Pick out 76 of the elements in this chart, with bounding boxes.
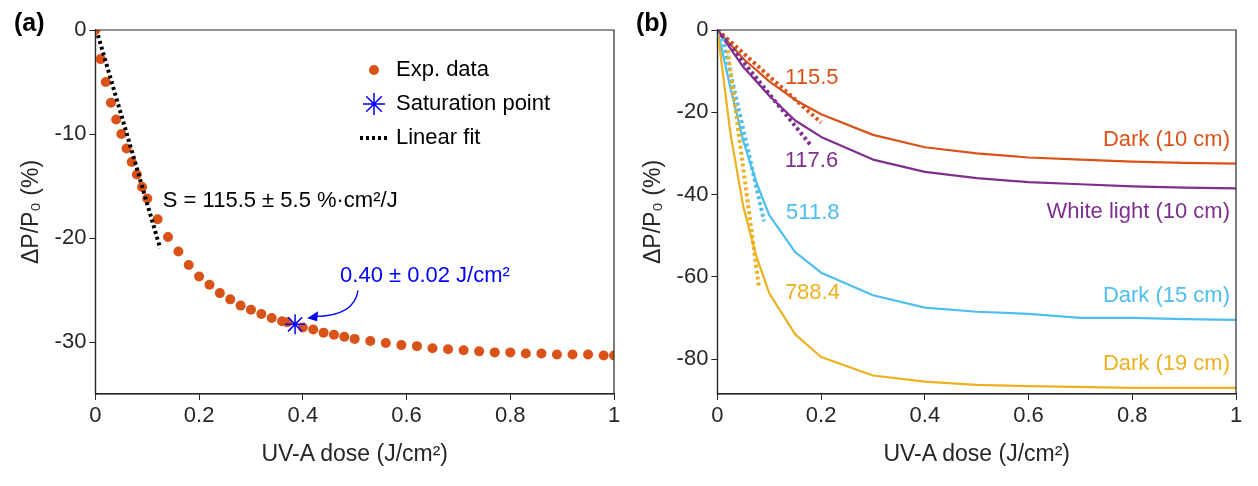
x-tick-label: 1 [607,402,621,428]
point [396,340,407,351]
y-tick-label: 0 [74,16,87,42]
y-axis-title: ΔP/P₀ (%) [17,159,44,265]
x-tick-label: 0.6 [1013,402,1044,428]
series-label: White light (10 cm) [1046,198,1230,224]
y-tick-label: -30 [54,328,87,354]
point [183,260,194,271]
point [116,129,127,139]
point [225,294,236,305]
point [256,308,267,319]
legend-label: Saturation point [396,90,551,116]
text: (b) [636,8,668,37]
point [380,338,391,349]
legend-label: Exp. data [396,56,490,82]
series-label: Dark (15 cm) [1102,282,1230,308]
point [583,349,594,360]
y-tick-label: 0 [696,16,709,42]
series-label: Dark (10 cm) [1102,125,1230,151]
point [163,231,173,242]
y-tick-label: -60 [676,262,709,288]
point [266,313,277,324]
point [598,350,609,361]
point [204,279,215,290]
x-tick-label: 0.2 [805,402,837,428]
point [245,304,256,315]
legend-label: Linear fit [396,124,481,150]
point [505,347,516,358]
x-tick-label: 0.8 [1116,402,1148,428]
point [536,348,547,359]
point [173,246,184,257]
x-tick-label: 1 [1229,402,1243,428]
text: (a) [14,8,45,37]
point [308,324,319,335]
point [235,300,246,311]
y-tick-label: -40 [676,180,709,206]
point [365,335,376,346]
point [349,333,360,344]
y-tick-label: -10 [54,120,87,146]
point [284,313,306,336]
point [152,214,163,225]
annotation: 511.8 [786,199,840,225]
annotation: 115.5 [785,63,839,89]
series-label: Dark (19 cm) [1102,349,1230,375]
y-tick-label: -80 [676,345,709,371]
x-axis-title: UV-A dose (J/cm²) [883,439,1070,466]
point [551,349,562,360]
point [458,345,469,356]
annotation: 0.40 ± 0.02 J/cm² [340,262,510,288]
x-tick-label: 0.4 [287,402,319,428]
point [339,331,350,342]
x-axis-title: UV-A dose (J/cm²) [261,439,448,466]
point [318,327,329,338]
point [567,349,578,360]
point [194,271,205,282]
point [105,97,116,108]
x-tick-label: 0.6 [391,402,422,428]
point [111,114,122,125]
x-tick-label: 0.4 [909,402,941,428]
y-axis-title: ΔP/P₀ (%) [639,159,666,265]
x-tick-label: 0.2 [183,402,215,428]
annotation: S = 115.5 ± 5.5 %·cm²/J [162,187,398,213]
y-tick-label: -20 [54,224,87,250]
annotation: 117.6 [784,147,839,173]
point [328,329,339,340]
x-tick-label: 0.8 [494,402,526,428]
point [427,343,438,354]
point [411,341,422,352]
y-tick-label: -20 [676,98,709,124]
point [489,347,500,358]
point [474,346,485,357]
point [100,77,111,87]
point [443,344,454,355]
point [214,288,225,299]
point [520,348,531,359]
annotation: 788.4 [784,279,840,305]
